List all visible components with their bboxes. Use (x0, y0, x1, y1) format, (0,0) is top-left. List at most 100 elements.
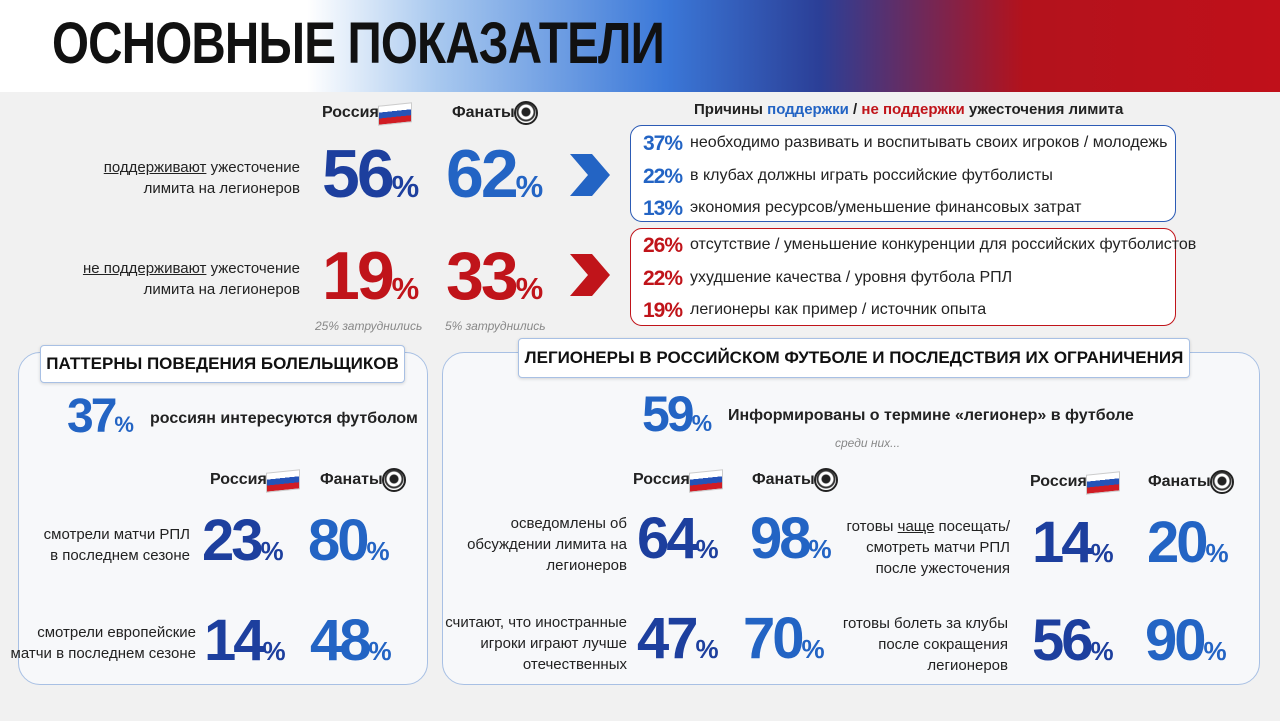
stat-value: 98 (750, 506, 811, 571)
arrow-blue (570, 154, 610, 196)
reason-unit: % (664, 164, 683, 188)
reasons-title-part: Причины (694, 101, 768, 118)
label-part: посещать/ смотреть матчи РПЛ после ужест… (866, 518, 1010, 577)
note: 5% затруднились (445, 319, 546, 333)
stat-unit: % (808, 534, 832, 564)
reason-text: экономия ресурсов/уменьшение финансовых … (690, 199, 1082, 216)
col-label: Фанаты (1148, 473, 1211, 490)
stat-unit: % (368, 636, 392, 666)
col-label: Фанаты (320, 471, 383, 488)
stat-unit: % (1090, 636, 1114, 666)
label-part: не поддерживают (82, 260, 207, 277)
row-label: смотрели матчи РПЛ в последнем сезоне (43, 526, 190, 564)
stat-value: 23 (202, 508, 263, 573)
stat-value: 47 (637, 606, 698, 671)
reason-number: 26 (643, 234, 665, 257)
reason-number: 22 (643, 266, 665, 290)
stat: 37% (67, 393, 134, 441)
row-label: не поддерживают ужесточение лимита на ле… (83, 258, 300, 300)
headline-text: Информированы о термине «легионер» в фут… (728, 407, 1134, 424)
stat-value: 37 (67, 390, 117, 443)
headline-text: россиян интересуются футболом (150, 410, 418, 427)
reason-number: 19 (643, 299, 665, 322)
stat: 90% (1145, 612, 1227, 670)
stat: 80% (308, 512, 390, 570)
stat-unit: % (262, 636, 286, 666)
reasons-title-part: / (848, 101, 862, 118)
reason-value: 22% (643, 266, 683, 291)
stat-unit: % (391, 169, 420, 204)
reason-text: в клубах должны играть российские футбол… (690, 166, 1053, 184)
stat: 23% (202, 512, 284, 570)
row-label: считают, что иностранные игроки играют л… (445, 614, 627, 673)
label-part: ужесточение лимита на легионеров (143, 159, 300, 197)
note: среди них... (835, 436, 901, 450)
stat-value: 19 (322, 238, 395, 314)
flag (266, 469, 300, 493)
stat: 98% (750, 510, 832, 568)
stat-value: 14 (1032, 510, 1093, 575)
col-label: Россия (322, 104, 379, 121)
stat-value: 33 (446, 238, 519, 314)
legion-panel (442, 352, 1260, 685)
reasons-title-part: поддержки (767, 101, 849, 118)
flag (1086, 471, 1120, 495)
stat-unit: % (260, 536, 284, 566)
reason-unit: % (664, 197, 683, 220)
stat-unit: % (1205, 538, 1229, 568)
panel-title: ЛЕГИОНЕРЫ В РОССИЙСКОМ ФУТБОЛЕ И ПОСЛЕДС… (518, 338, 1190, 378)
stat-unit: % (391, 271, 420, 306)
ball (1210, 470, 1234, 494)
stat: 56% (322, 140, 419, 208)
panel-title: ПАТТЕРНЫ ПОВЕДЕНИЯ БОЛЕЛЬЩИКОВ (40, 345, 405, 383)
stat-unit: % (801, 634, 825, 664)
reason-text: необходимо развивать и воспитывать своих… (690, 134, 1168, 151)
label-part: ужесточение лимита на легионеров (143, 260, 300, 298)
stat-value: 64 (637, 506, 698, 571)
stat: 20% (1147, 514, 1229, 572)
col-label: Фанаты (752, 471, 815, 488)
reason-value: 19% (643, 299, 683, 323)
stat: 70% (743, 610, 825, 668)
reason-text: легионеры как пример / источник опыта (690, 301, 987, 318)
stat-unit: % (114, 412, 134, 437)
label-part: чаще (897, 518, 935, 535)
reason-value: 37% (643, 132, 683, 156)
stat-value: 14 (204, 608, 265, 673)
stat-unit: % (515, 271, 544, 306)
header (0, 0, 1280, 92)
stat-value: 62 (446, 136, 519, 212)
stat: 59% (642, 389, 712, 439)
fans-panel (18, 352, 428, 685)
reason-text: ухудшение качества / уровня футбола РПЛ (690, 268, 1013, 286)
not-support-box (630, 228, 1176, 326)
stat: 48% (310, 612, 392, 670)
reason-number: 13 (643, 197, 665, 220)
stat: 64% (637, 510, 719, 568)
stat-value: 70 (743, 606, 804, 671)
stat-unit: % (1090, 538, 1114, 568)
col-label: Россия (633, 471, 690, 488)
row-label: готовы болеть за клубы после сокращения … (842, 615, 1008, 674)
reason-value: 13% (643, 197, 683, 221)
title: ОСНОВНЫЕ ПОКАЗАТЕЛИ (52, 11, 665, 76)
stat-value: 48 (310, 608, 371, 673)
stat-value: 56 (1032, 608, 1093, 673)
stat-value: 59 (642, 386, 695, 442)
flag (689, 469, 723, 493)
reasons-title-part: не поддержки (861, 101, 965, 118)
reason-unit: % (664, 266, 683, 290)
note: 25% затруднились (315, 319, 423, 333)
stat-unit: % (366, 536, 390, 566)
reason-unit: % (664, 132, 683, 155)
arrow-red (570, 254, 610, 296)
reason-unit: % (664, 299, 683, 322)
reasons-title: Причины поддержки / не поддержки ужесточ… (694, 101, 1123, 118)
col-label: Россия (1030, 473, 1087, 490)
row-label: смотрели европейские матчи в последнем с… (10, 624, 196, 662)
stat: 33% (446, 242, 543, 310)
reason-number: 37 (643, 132, 665, 155)
stat-unit: % (515, 169, 544, 204)
stat: 47% (637, 610, 719, 668)
row-label: готовы чаще посещать/ смотреть матчи РПЛ… (847, 516, 1011, 579)
